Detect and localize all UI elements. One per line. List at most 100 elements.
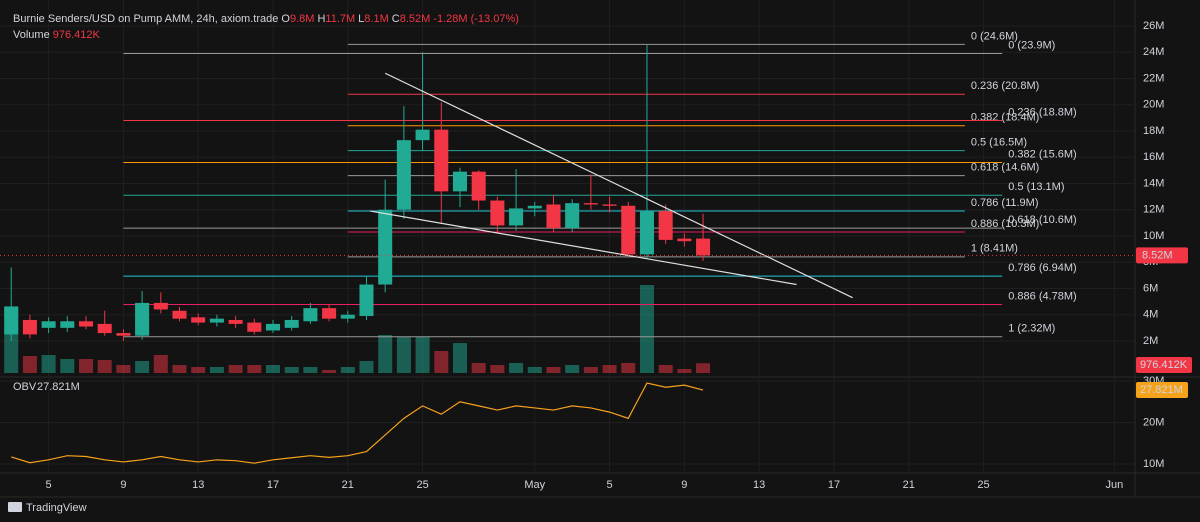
legend: Burnie Senders/USD on Pump AMM, 24h, axi… xyxy=(13,11,522,43)
x-tick-label: 25 xyxy=(977,479,989,491)
candle-body xyxy=(22,319,37,335)
x-tick-label: 9 xyxy=(681,479,687,491)
x-tick-label: 17 xyxy=(267,479,279,491)
volume-bar xyxy=(60,359,75,373)
volume-bar xyxy=(153,355,168,373)
trendline xyxy=(370,210,797,286)
volume-bar xyxy=(172,365,187,373)
x-tick-label: 5 xyxy=(46,479,52,491)
volume-value: 976.412K xyxy=(52,29,100,41)
candle-body xyxy=(415,129,430,141)
volume-bar xyxy=(621,363,636,373)
obv-tag-bg xyxy=(1136,382,1188,399)
volume-bar xyxy=(79,359,94,373)
candle-body xyxy=(209,318,224,323)
y-tick-label: 18M xyxy=(1143,125,1164,137)
fib-label: 1 (8.41M) xyxy=(971,243,1018,255)
x-tick-label: 21 xyxy=(342,479,354,491)
volume-bar xyxy=(546,367,561,373)
candle-body xyxy=(228,319,243,324)
candle-body xyxy=(359,284,374,317)
volume-bar xyxy=(434,351,449,373)
candle-body xyxy=(658,211,673,240)
candle-body xyxy=(116,333,131,336)
candle-body xyxy=(471,171,486,201)
y-tick-label: 4M xyxy=(1143,309,1158,321)
volume-bar xyxy=(415,337,430,373)
price-tag-bg xyxy=(1136,247,1188,264)
volume-bar xyxy=(378,335,393,373)
candle-body xyxy=(565,203,580,229)
volume-bar xyxy=(509,363,524,373)
y-tick-label: 12M xyxy=(1143,204,1164,216)
x-tick-label: Jun xyxy=(1106,479,1124,491)
candle-body xyxy=(434,129,449,192)
x-tick-label: May xyxy=(524,479,545,491)
candle-body xyxy=(527,205,542,209)
volume-bar xyxy=(639,285,654,373)
fib-label: 0 (23.9M) xyxy=(1008,39,1055,51)
volume-tag: 976.412K xyxy=(1140,359,1188,371)
price-tag: 8.52M xyxy=(1142,249,1173,261)
fib-label: 0.618 (10.6M) xyxy=(1008,214,1076,226)
volume-bar xyxy=(340,367,355,373)
y-tick-label: 6M xyxy=(1143,282,1158,294)
volume-bar xyxy=(396,337,411,373)
volume-bar xyxy=(359,361,374,373)
candle-body xyxy=(79,321,94,327)
ohlc-key: L xyxy=(358,13,365,25)
volume-bar xyxy=(265,365,281,373)
volume-name: Volume xyxy=(13,29,50,41)
fib-label: 0.382 (15.6M) xyxy=(1008,148,1076,160)
ohlc-value: 9.8M xyxy=(289,13,315,25)
candle-body xyxy=(378,209,393,285)
candle-body xyxy=(135,302,150,336)
candle-body xyxy=(172,310,187,319)
volume-tag-bg xyxy=(1136,357,1192,373)
fib-label: 0.618 (14.6M) xyxy=(971,162,1039,174)
candle-body xyxy=(322,308,337,319)
x-tick-label: 21 xyxy=(903,479,915,491)
volume-bar xyxy=(677,369,692,373)
candle-body xyxy=(583,203,598,205)
fib-label: 0.5 (16.5M) xyxy=(971,137,1027,149)
volume-bar xyxy=(565,365,580,373)
volume-bar xyxy=(696,363,711,373)
candle-body xyxy=(4,306,19,335)
candle-body xyxy=(696,238,711,256)
fib-label: 0.786 (6.94M) xyxy=(1008,262,1076,274)
candle-body xyxy=(452,171,467,192)
y-tick-label: 24M xyxy=(1143,46,1164,58)
volume-bar xyxy=(41,355,56,373)
candle-body xyxy=(677,238,692,242)
ohlc-key: O xyxy=(281,13,290,25)
fib-label: 0 (24.6M) xyxy=(971,30,1018,42)
candle-body xyxy=(396,140,411,210)
candle-body xyxy=(340,314,355,319)
y-tick-label: 20M xyxy=(1143,99,1164,111)
volume-bar xyxy=(116,365,131,373)
fib-label: 0.236 (18.8M) xyxy=(1008,106,1076,118)
y-tick-label: 22M xyxy=(1143,72,1164,84)
volume-bar xyxy=(22,356,37,373)
volume-bar xyxy=(658,365,673,373)
obv-value: 27.821M xyxy=(37,381,80,393)
candle-body xyxy=(490,200,505,226)
y-tick-label: 10M xyxy=(1143,458,1164,470)
y-tick-label: 14M xyxy=(1143,177,1164,189)
obv-line xyxy=(11,382,704,464)
fib-label: 0.886 (4.78M) xyxy=(1008,290,1076,302)
candle-body xyxy=(41,321,56,328)
candle-body xyxy=(60,321,75,328)
volume-bar xyxy=(471,363,486,373)
fib-label: 0.236 (20.8M) xyxy=(971,80,1039,92)
candle-body xyxy=(546,204,561,229)
volume-bar xyxy=(284,367,299,373)
y-tick-label: 16M xyxy=(1143,151,1164,163)
candle-body xyxy=(97,323,112,334)
fib-label: 0.5 (13.1M) xyxy=(1008,181,1064,193)
candle-body xyxy=(265,323,281,331)
volume-bar xyxy=(602,365,617,373)
